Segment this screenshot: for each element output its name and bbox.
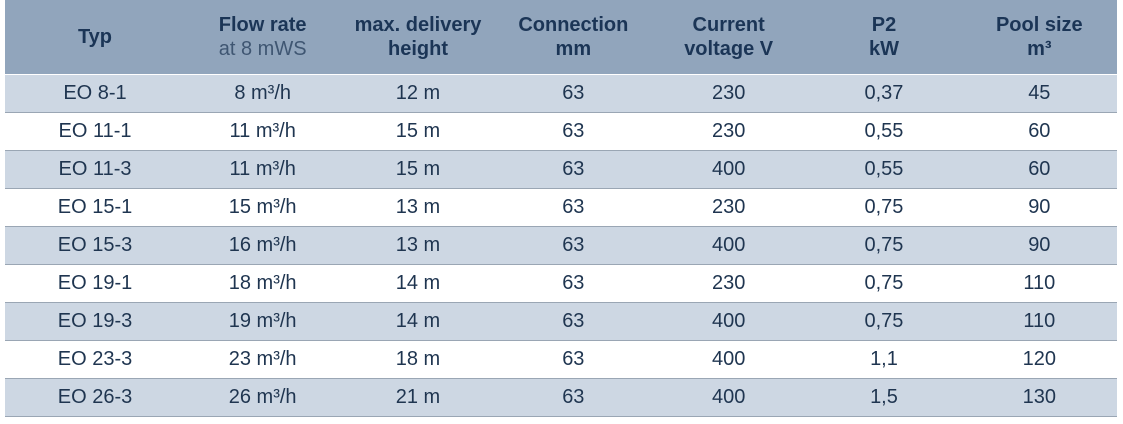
- table-cell: 63: [495, 378, 651, 417]
- table-cell: 60: [961, 150, 1117, 189]
- table-cell: 63: [495, 226, 651, 265]
- table-cell: 19 m³/h: [185, 302, 341, 341]
- table-row: EO 11-3 11 m³/h 15 m 63 400 0,55 60: [5, 150, 1117, 189]
- table-cell: 400: [650, 378, 807, 417]
- table-cell: 26 m³/h: [185, 378, 341, 417]
- table-body: EO 8-1 8 m³/h 12 m 63 230 0,37 45 EO 11-1 11 m³/…: [5, 74, 1117, 417]
- table-cell: 63: [495, 74, 651, 113]
- table-cell: 400: [650, 226, 807, 265]
- table-cell: 0,55: [806, 112, 962, 151]
- table-cell: 15 m: [340, 150, 496, 189]
- table-cell: 400: [650, 340, 807, 379]
- table-cell: EO 19-1: [5, 264, 185, 303]
- header-cell: Typ: [5, 0, 185, 75]
- table-cell: 400: [650, 302, 807, 341]
- table-cell: 14 m: [340, 302, 496, 341]
- table-cell: 1,1: [806, 340, 962, 379]
- header-text: max. delivery: [354, 14, 482, 36]
- table-cell: 0,75: [806, 188, 962, 227]
- table-cell: EO 15-3: [5, 226, 185, 265]
- header-cell: P2 kW: [806, 0, 962, 75]
- header-text: Pool size: [995, 14, 1083, 36]
- table-cell: 63: [495, 302, 651, 341]
- table-cell: 0,75: [806, 226, 962, 265]
- table-cell: 23 m³/h: [185, 340, 341, 379]
- header-text: voltage V: [684, 38, 774, 60]
- table-cell: 110: [961, 264, 1117, 303]
- table-cell: 8 m³/h: [185, 74, 341, 113]
- table-cell: 63: [495, 150, 651, 189]
- header-row: Typ Flow rate at 8 mWS max. delivery height C…: [5, 0, 1117, 75]
- table-cell: 21 m: [340, 378, 496, 417]
- header-cell: max. delivery height: [340, 0, 496, 75]
- table-cell: 18 m³/h: [185, 264, 341, 303]
- header-text: kW: [868, 38, 899, 60]
- table-cell: 0,75: [806, 302, 962, 341]
- table-cell: 230: [650, 74, 807, 113]
- table-cell: 63: [495, 340, 651, 379]
- table-cell: 1,5: [806, 378, 962, 417]
- table-cell: 230: [650, 188, 807, 227]
- spec-table: Typ Flow rate at 8 mWS max. delivery height C…: [5, 0, 1117, 417]
- table-cell: 230: [650, 112, 807, 151]
- header-cell: Flow rate at 8 mWS: [185, 0, 341, 75]
- table-cell: EO 11-3: [5, 150, 185, 189]
- table-cell: 0,55: [806, 150, 962, 189]
- header-text: P2: [871, 14, 897, 36]
- table-row: EO 11-1 11 m³/h 15 m 63 230 0,55 60: [5, 112, 1117, 151]
- table-row: EO 8-1 8 m³/h 12 m 63 230 0,37 45: [5, 74, 1117, 113]
- table-cell: 16 m³/h: [185, 226, 341, 265]
- table-cell: EO 26-3: [5, 378, 185, 417]
- table-cell: 15 m³/h: [185, 188, 341, 227]
- table-cell: 12 m: [340, 74, 496, 113]
- header-text: Connection: [518, 14, 629, 36]
- table-cell: 130: [961, 378, 1117, 417]
- header-text: Typ: [77, 26, 113, 48]
- table-row: EO 26-3 26 m³/h 21 m 63 400 1,5 130: [5, 378, 1117, 417]
- table-cell: 230: [650, 264, 807, 303]
- table-row: EO 23-3 23 m³/h 18 m 63 400 1,1 120: [5, 340, 1117, 379]
- table-cell: 11 m³/h: [185, 112, 341, 151]
- table-cell: 45: [961, 74, 1117, 113]
- table-cell: 110: [961, 302, 1117, 341]
- table-cell: 11 m³/h: [185, 150, 341, 189]
- table-cell: 18 m: [340, 340, 496, 379]
- table-cell: EO 23-3: [5, 340, 185, 379]
- table-cell: 120: [961, 340, 1117, 379]
- table-cell: 63: [495, 188, 651, 227]
- table-cell: 15 m: [340, 112, 496, 151]
- table-cell: EO 15-1: [5, 188, 185, 227]
- header-text: at 8 mWS: [218, 38, 307, 60]
- table-cell: 13 m: [340, 188, 496, 227]
- table-row: EO 15-3 16 m³/h 13 m 63 400 0,75 90: [5, 226, 1117, 265]
- table-cell: 63: [495, 112, 651, 151]
- header-text: Current: [692, 14, 765, 36]
- header-text: mm: [555, 38, 592, 60]
- table-cell: EO 8-1: [5, 74, 185, 113]
- table-cell: 14 m: [340, 264, 496, 303]
- header-cell: Connection mm: [495, 0, 651, 75]
- header-text: m³: [1027, 38, 1052, 60]
- header-text: Flow rate: [218, 14, 307, 36]
- table-cell: 13 m: [340, 226, 496, 265]
- table-cell: 90: [961, 188, 1117, 227]
- header-cell: Current voltage V: [650, 0, 807, 75]
- table-cell: 63: [495, 264, 651, 303]
- table-cell: EO 11-1: [5, 112, 185, 151]
- table-cell: 90: [961, 226, 1117, 265]
- table-cell: EO 19-3: [5, 302, 185, 341]
- table-row: EO 19-1 18 m³/h 14 m 63 230 0,75 110: [5, 264, 1117, 303]
- table-cell: 0,37: [806, 74, 962, 113]
- table-cell: 60: [961, 112, 1117, 151]
- header-cell: Pool size m³: [961, 0, 1117, 75]
- table-cell: 0,75: [806, 264, 962, 303]
- table-row: EO 15-1 15 m³/h 13 m 63 230 0,75 90: [5, 188, 1117, 227]
- table-cell: 400: [650, 150, 807, 189]
- header-text: height: [387, 38, 448, 60]
- table-row: EO 19-3 19 m³/h 14 m 63 400 0,75 110: [5, 302, 1117, 341]
